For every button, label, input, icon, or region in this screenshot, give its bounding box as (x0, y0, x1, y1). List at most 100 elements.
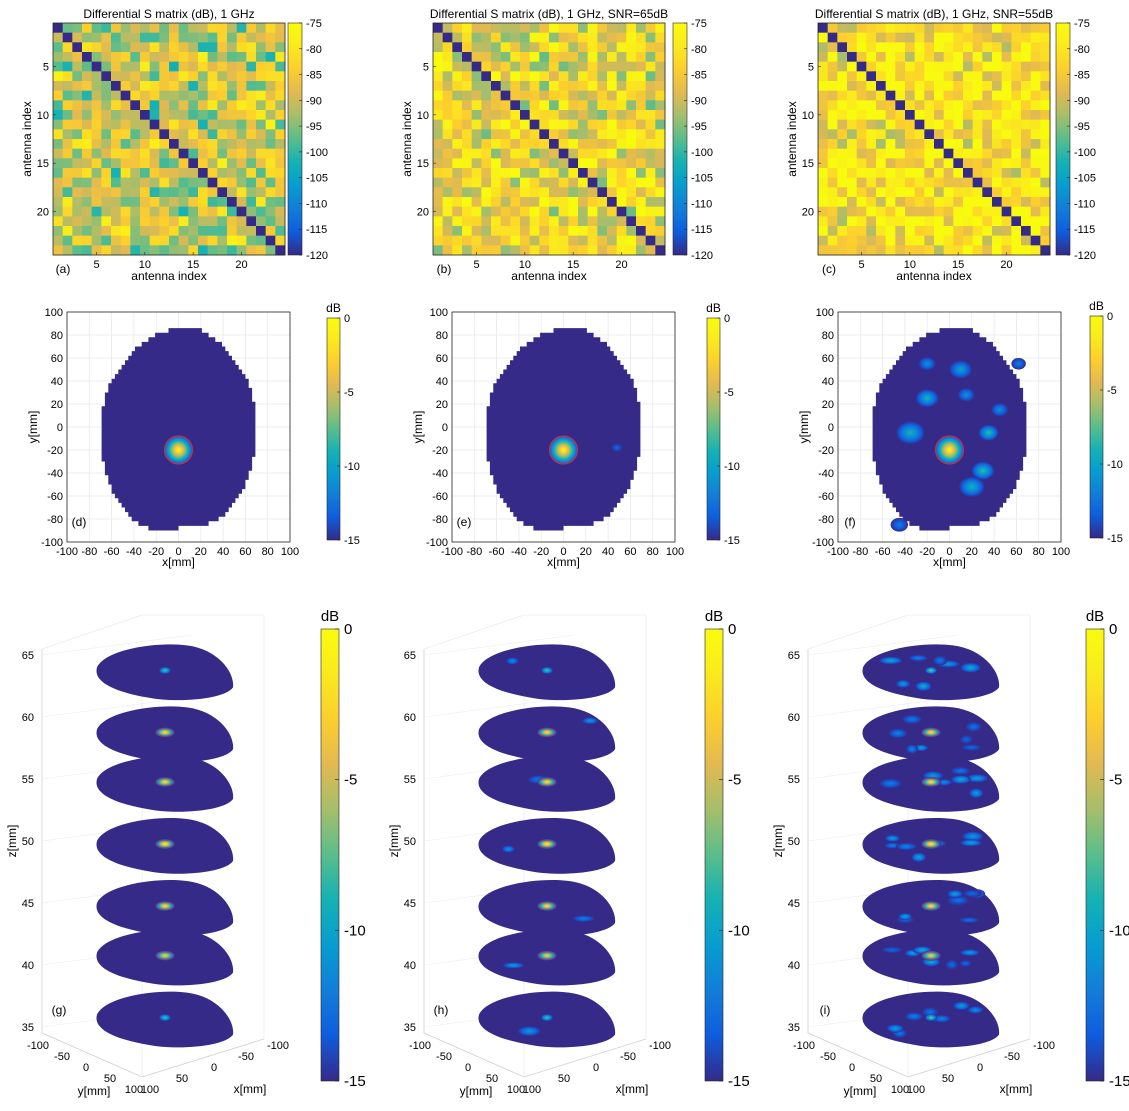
heatmap-cell (91, 158, 102, 169)
heatmap-cell (539, 42, 550, 53)
heatmap-cell (934, 61, 945, 72)
heatmap-cell (934, 119, 945, 130)
heatmap-cell (452, 129, 463, 140)
heatmap-cell (452, 23, 463, 34)
colorbar (672, 22, 688, 256)
heatmap-cell (587, 61, 598, 72)
heatmap-cell (866, 42, 877, 53)
heatmap-cell (992, 81, 1003, 92)
heatmap-cell (539, 235, 550, 246)
heatmap-cell (539, 139, 550, 150)
heatmap-cell (1001, 235, 1012, 246)
heatmap-cell (992, 90, 1003, 101)
heatmap-cell (481, 129, 492, 140)
heatmap-cell (818, 100, 829, 111)
heatmap-cell (943, 100, 954, 111)
artifact-blob (911, 852, 927, 863)
heatmap-cell (246, 177, 257, 188)
heatmap-cell (491, 148, 502, 159)
heatmap-cell (953, 245, 964, 256)
heatmap-cell (169, 226, 180, 237)
heatmap-cell (491, 168, 502, 179)
heatmap-cell (827, 226, 838, 237)
heatmap-cell (159, 206, 170, 217)
heatmap-cell (616, 226, 627, 237)
heatmap-cell (827, 23, 838, 34)
heatmap-cell (442, 158, 453, 169)
heatmap-cell (217, 216, 228, 227)
heatmap-cell (549, 148, 560, 159)
heatmap-cell (140, 100, 151, 111)
heatmap-cell (227, 168, 238, 179)
z-axis-label: z[mm] (387, 825, 401, 858)
artifact-blob (958, 916, 980, 924)
heatmap-cell (62, 110, 73, 121)
heatmap-cell (481, 23, 492, 34)
heatmap-cell (847, 52, 858, 63)
heatmap-cell (953, 42, 964, 53)
heatmap-cell (120, 139, 131, 150)
heatmap-cell (452, 139, 463, 150)
heatmap-cell (549, 158, 560, 169)
heatmap-cell (462, 139, 473, 150)
heatmap-cell (217, 245, 228, 256)
heatmap-cell (510, 110, 521, 121)
heatmap-cell (905, 23, 916, 34)
heatmap-cell (982, 100, 993, 111)
heatmap-cell (982, 139, 993, 150)
heatmap-cell (1011, 139, 1022, 150)
y-tick-label: 100 (891, 1084, 909, 1096)
artifact-blob (959, 949, 980, 957)
heatmap-cell (246, 206, 257, 217)
heatmap-cell (905, 197, 916, 208)
heatmap-cell (433, 148, 444, 159)
target-blob (155, 777, 175, 787)
heatmap-cell (82, 90, 93, 101)
heatmap-cell (818, 110, 829, 121)
heatmap-cell (953, 139, 964, 150)
heatmap-cell (885, 187, 896, 198)
heatmap-cell (895, 187, 906, 198)
heatmap-cell (227, 23, 238, 34)
heatmap-cell (818, 148, 829, 159)
x-tick-label: 20 (966, 546, 978, 558)
slice-z-45 (862, 879, 1000, 936)
heatmap-cell (471, 245, 482, 256)
heatmap-cell (471, 226, 482, 237)
heatmap-cell (578, 148, 589, 159)
heatmap-cell (837, 245, 848, 256)
heatmap-cell (207, 23, 218, 34)
heatmap-cell (895, 100, 906, 111)
heatmap-cell (953, 148, 964, 159)
heatmap-cell (876, 226, 887, 237)
heatmap-cell (924, 61, 935, 72)
heatmap-cell (895, 197, 906, 208)
heatmap-cell (159, 42, 170, 53)
heatmap-cell (120, 61, 131, 72)
heatmap-cell (159, 23, 170, 34)
heatmap-cell (265, 71, 276, 82)
colorbar-tick-label: -115 (691, 224, 712, 236)
heatmap-cell (178, 245, 189, 256)
heatmap-cell (847, 158, 858, 169)
heatmap-cell (82, 81, 93, 92)
heatmap-cell (72, 235, 83, 246)
heatmap-cell (963, 177, 974, 188)
heatmap-cell (101, 206, 112, 217)
heatmap-cell (597, 245, 608, 256)
heatmap-cell (905, 32, 916, 43)
heatmap-cell (491, 110, 502, 121)
heatmap-cell (934, 32, 945, 43)
heatmap-cell (120, 177, 131, 188)
plot-frame (817, 22, 1051, 256)
heatmap-cell (246, 129, 257, 140)
heatmap-cell (62, 197, 73, 208)
heatmap-cell (856, 197, 867, 208)
heatmap-cell (636, 110, 647, 121)
heatmap-cell (198, 129, 209, 140)
heatmap-cell (178, 177, 189, 188)
target-outline-circle (538, 777, 556, 787)
y-tick-label: 5 (423, 62, 429, 74)
heatmap-cell (934, 216, 945, 227)
heatmap-cell (236, 187, 247, 198)
